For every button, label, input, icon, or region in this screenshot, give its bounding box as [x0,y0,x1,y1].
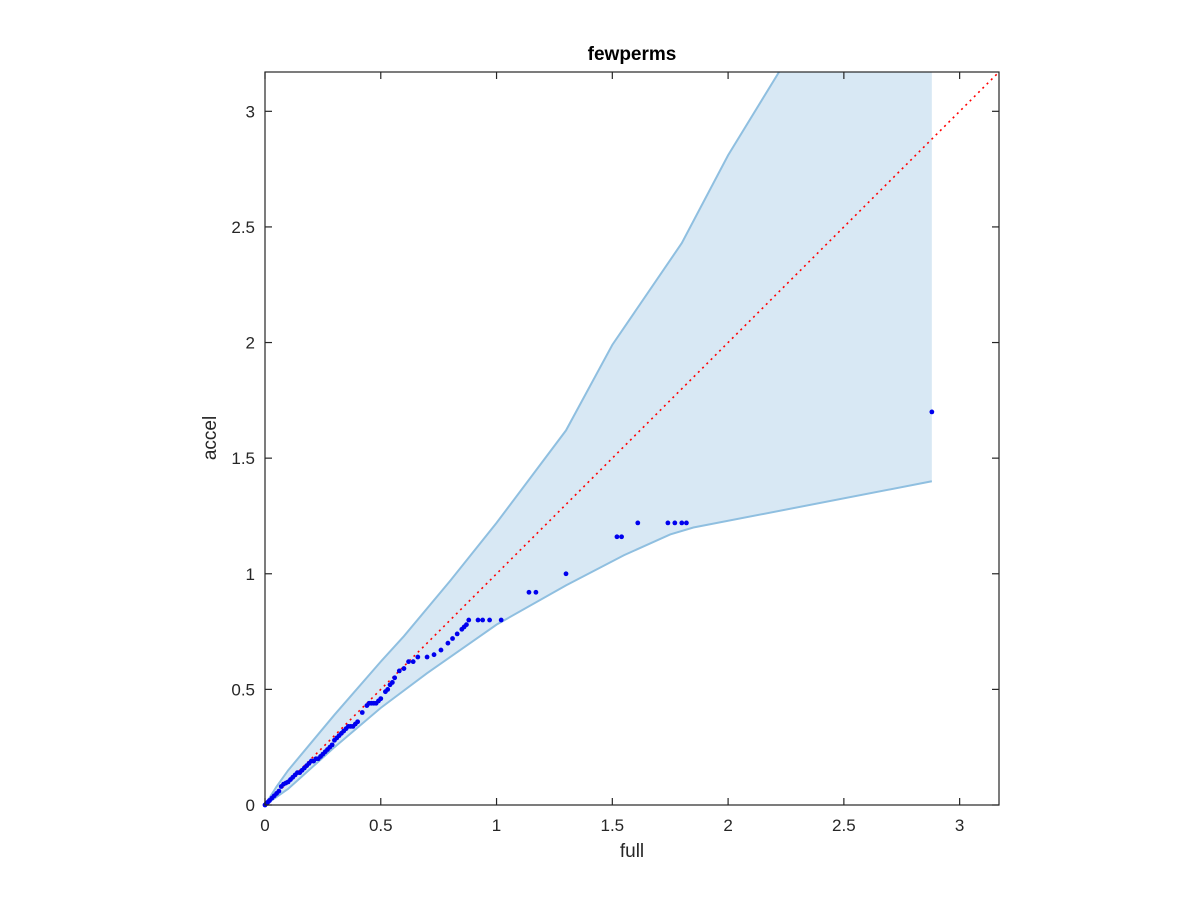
data-point [672,520,678,526]
data-point [487,617,492,623]
x-tick-label: 3 [955,816,964,835]
y-tick-label: 1 [246,565,255,584]
data-point [355,719,361,725]
data-point [450,636,455,641]
data-points-layer [262,409,935,808]
data-point [635,520,641,526]
data-point [480,617,486,623]
x-tick-label: 0.5 [369,816,393,835]
data-point [424,654,430,660]
y-tick-label: 0 [246,796,255,815]
data-point [392,675,398,681]
data-point [454,631,460,637]
chart-title: fewperms [588,44,677,65]
data-point [378,696,384,702]
confidence-band-layer [264,71,933,806]
x-tick-label: 1 [492,816,501,835]
data-point [498,617,504,623]
data-point [679,520,685,526]
confidence-band-upper-edge [264,71,780,806]
y-tick-label: 0.5 [231,680,255,699]
reference-line-layer [264,71,1000,806]
x-axis-title: full [620,841,644,862]
data-point [466,617,472,623]
data-point [614,534,620,540]
y-tick-label: 3 [246,102,255,121]
data-point [276,788,282,794]
data-point [563,571,569,577]
data-point [401,666,407,671]
ticks-layer: 0 0.5 1 1.5 2 2.5 3 0 0.5 1 1.5 2 2.5 3 [231,72,999,835]
y-tick-label: 2 [246,334,255,353]
data-point [415,654,421,660]
data-point [410,659,416,665]
data-point [329,742,335,748]
y-tick-label: 2.5 [231,218,255,237]
data-point [464,622,469,628]
x-tick-label: 0 [260,816,269,835]
data-point [406,659,411,665]
data-point [929,409,935,415]
x-tick-label: 1.5 [600,816,624,835]
data-point [684,520,689,526]
x-tick-label: 2.5 [832,816,856,835]
data-point [359,710,365,715]
y-tick-label: 1.5 [231,449,255,468]
data-point [389,680,395,685]
data-point [526,589,532,595]
data-point [396,668,402,674]
data-point [619,534,624,540]
reference-line [264,71,1000,806]
x-tick-label: 2 [723,816,732,835]
confidence-band-lower-edge [264,480,933,806]
data-point [438,647,444,653]
axes-frame [264,71,1000,806]
data-point [475,617,481,623]
data-point [665,520,671,526]
data-point [445,640,451,646]
data-point [431,652,437,658]
data-point [385,686,391,692]
y-axis-title: accel [200,416,221,460]
data-point [533,589,539,595]
confidence-band-fill [265,72,932,805]
